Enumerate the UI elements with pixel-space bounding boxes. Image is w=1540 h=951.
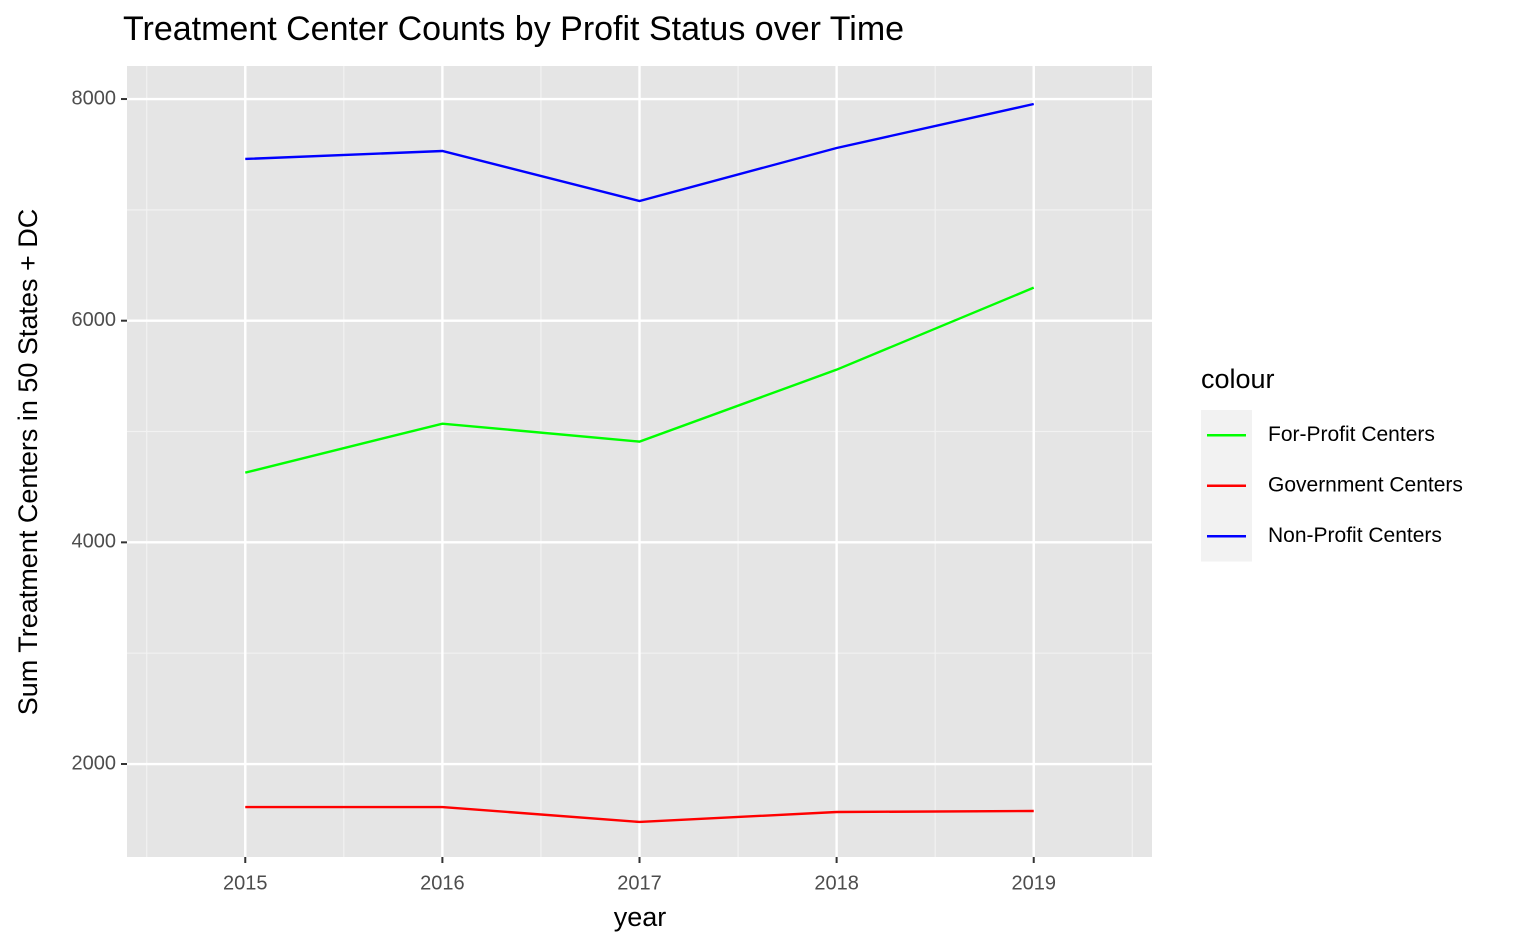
x-tick-label: 2016	[420, 872, 465, 894]
chart-title: Treatment Center Counts by Profit Status…	[123, 10, 904, 48]
legend-label: Government Centers	[1268, 473, 1463, 496]
legend-label: Non-Profit Centers	[1268, 524, 1442, 547]
series-line	[244, 286, 1035, 474]
y-tick-label: 6000	[72, 309, 117, 331]
x-tick-label: 2015	[223, 872, 268, 894]
legend-title: colour	[1201, 364, 1275, 394]
y-axis-title: Sum Treatment Centers in 50 States + DC	[13, 209, 43, 715]
x-tick-label: 2019	[1011, 872, 1056, 894]
y-tick-label: 2000	[72, 752, 117, 774]
legend-label: For-Profit Centers	[1268, 423, 1435, 446]
x-axis-title: year	[614, 902, 667, 932]
x-tick-label: 2018	[814, 872, 859, 894]
y-tick-label: 8000	[72, 87, 117, 109]
series-line	[245, 102, 1034, 203]
y-tick-label: 4000	[72, 531, 117, 553]
series-line	[245, 805, 1034, 824]
x-tick-label: 2017	[617, 872, 662, 894]
